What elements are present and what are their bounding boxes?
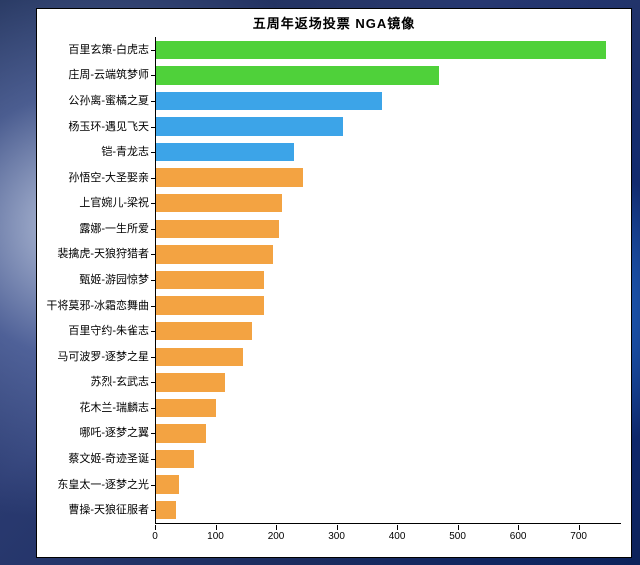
x-axis-label: 0 (152, 531, 158, 542)
y-axis-label: 杨玉环-遇见飞天 (19, 121, 149, 133)
y-tick (151, 203, 156, 204)
chart-title: 五周年返场投票 NGA镜像 (37, 13, 631, 32)
y-axis-label: 百里玄策-白虎志 (19, 44, 149, 56)
x-axis-label: 200 (268, 531, 285, 542)
y-tick (151, 178, 156, 179)
y-tick (151, 101, 156, 102)
bar (155, 322, 252, 340)
y-axis-label: 铠-青龙志 (19, 146, 149, 158)
y-axis-label: 露娜-一生所爱 (19, 223, 149, 235)
bar (155, 143, 294, 161)
y-axis-label: 蔡文姬-奇迹圣诞 (19, 453, 149, 465)
bar (155, 373, 225, 391)
bar (155, 168, 303, 186)
x-axis-label: 600 (510, 531, 527, 542)
y-tick (151, 229, 156, 230)
bar (155, 475, 179, 493)
x-tick (458, 525, 459, 530)
y-tick (151, 433, 156, 434)
plot-area (155, 37, 621, 523)
x-tick (518, 525, 519, 530)
y-tick (151, 485, 156, 486)
bar (155, 41, 606, 59)
x-axis: 0100200300400500600700 (155, 523, 621, 524)
y-tick (151, 127, 156, 128)
y-tick (151, 357, 156, 358)
y-axis-label: 上官婉儿-梁祝 (19, 197, 149, 209)
y-axis-label: 曹操-天狼征服者 (19, 504, 149, 516)
y-axis-label: 东皇太一-逐梦之光 (19, 479, 149, 491)
bar (155, 450, 194, 468)
y-axis-label: 百里守约-朱雀志 (19, 325, 149, 337)
y-tick (151, 382, 156, 383)
bar (155, 220, 279, 238)
x-axis-label: 100 (207, 531, 224, 542)
y-tick (151, 254, 156, 255)
y-axis-label: 花木兰-瑞麟志 (19, 402, 149, 414)
y-axis-label: 庄周-云端筑梦师 (19, 69, 149, 81)
y-axis-label: 裴擒虎-天狼狩猎者 (19, 248, 149, 260)
bar (155, 348, 243, 366)
y-axis-label: 苏烈-玄武志 (19, 376, 149, 388)
x-tick (155, 525, 156, 530)
bar (155, 501, 176, 519)
x-tick (276, 525, 277, 530)
y-tick (151, 50, 156, 51)
x-tick (397, 525, 398, 530)
y-axis (155, 37, 156, 523)
bar (155, 117, 343, 135)
y-axis-label: 干将莫邪-冰霜恋舞曲 (19, 300, 149, 312)
bar (155, 245, 273, 263)
bar (155, 296, 264, 314)
y-tick (151, 459, 156, 460)
x-axis-label: 500 (449, 531, 466, 542)
x-tick (216, 525, 217, 530)
y-tick (151, 306, 156, 307)
x-tick (579, 525, 580, 530)
y-tick (151, 152, 156, 153)
y-tick (151, 280, 156, 281)
bar (155, 399, 216, 417)
x-axis-label: 300 (328, 531, 345, 542)
bar (155, 424, 206, 442)
y-tick (151, 331, 156, 332)
bar (155, 92, 382, 110)
y-tick (151, 408, 156, 409)
chart-panel: 五周年返场投票 NGA镜像 0100200300400500600700 百里玄… (36, 8, 632, 558)
bar (155, 194, 282, 212)
x-axis-label: 700 (570, 531, 587, 542)
y-tick (151, 510, 156, 511)
bar (155, 271, 264, 289)
y-axis-label: 哪吒-逐梦之翼 (19, 427, 149, 439)
x-tick (337, 525, 338, 530)
bar (155, 66, 439, 84)
y-axis-label: 马可波罗-逐梦之星 (19, 351, 149, 363)
y-tick (151, 75, 156, 76)
x-axis-label: 400 (389, 531, 406, 542)
y-axis-label: 孙悟空-大圣娶亲 (19, 172, 149, 184)
y-axis-label: 公孙离-蜜橘之夏 (19, 95, 149, 107)
y-axis-label: 甄姬-游园惊梦 (19, 274, 149, 286)
